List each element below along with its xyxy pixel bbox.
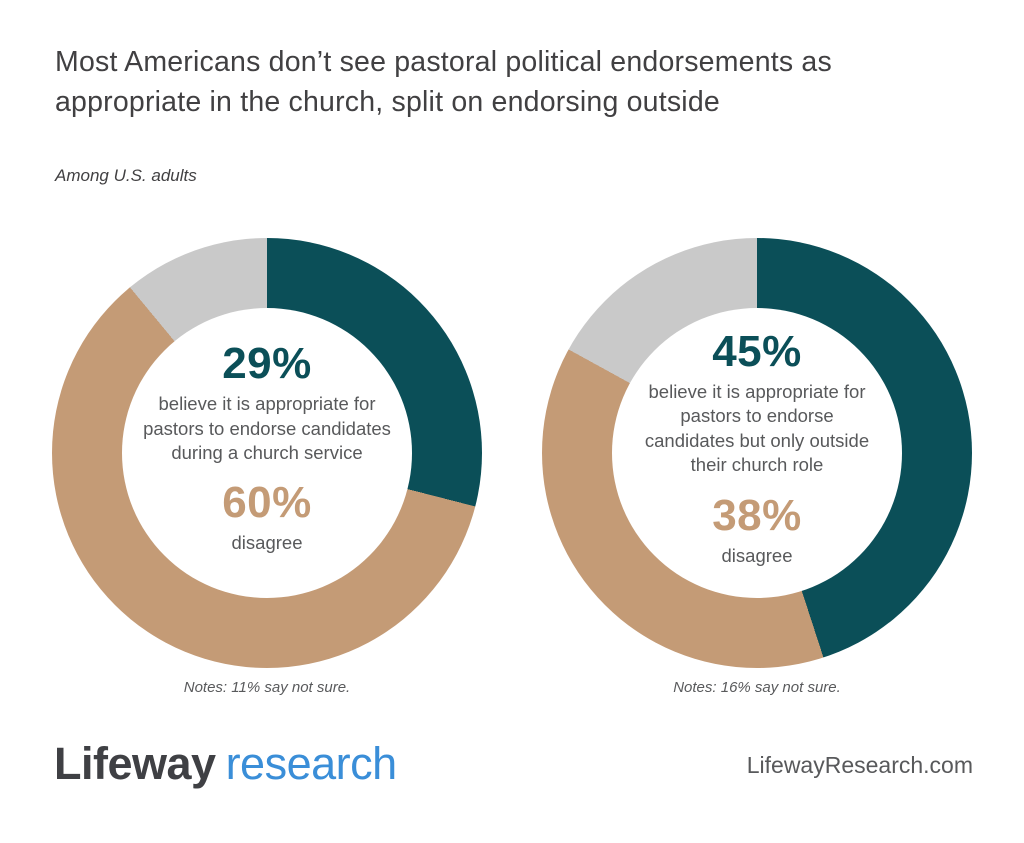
- agree-percent: 29%: [222, 339, 312, 389]
- chart-subtitle: Among U.S. adults: [55, 166, 197, 185]
- donut-chart-outside-role: 45% believe it is appropriate for pastor…: [542, 238, 972, 668]
- agree-percent: 45%: [712, 326, 802, 376]
- disagree-label: disagree: [721, 544, 793, 566]
- donut-center-church-service: 29% believe it is appropriate for pastor…: [122, 308, 412, 598]
- donut-chart-church-service: 29% believe it is appropriate for pastor…: [52, 238, 482, 668]
- website-url[interactable]: LifewayResearch.com: [746, 752, 973, 778]
- donut-center-outside-role: 45% believe it is appropriate for pastor…: [612, 308, 902, 598]
- disagree-percent: 60%: [222, 478, 312, 528]
- disagree-percent: 38%: [712, 490, 802, 540]
- note-outside-role: Notes: 16% say not sure.: [673, 679, 841, 696]
- agree-label: believe it is appropriate for pastors to…: [143, 393, 391, 463]
- note-church-service: Notes: 11% say not sure.: [183, 679, 351, 696]
- chart-title: Most Americans don’t see pastoral politi…: [55, 46, 832, 119]
- disagree-label: disagree: [231, 532, 303, 554]
- agree-label: believe it is appropriate for pastors to…: [644, 380, 870, 476]
- lifeway-research-logo: Lifeway research: [54, 738, 397, 790]
- logo-text-research: research: [225, 738, 398, 789]
- logo-text-lifeway: Lifeway: [54, 738, 216, 789]
